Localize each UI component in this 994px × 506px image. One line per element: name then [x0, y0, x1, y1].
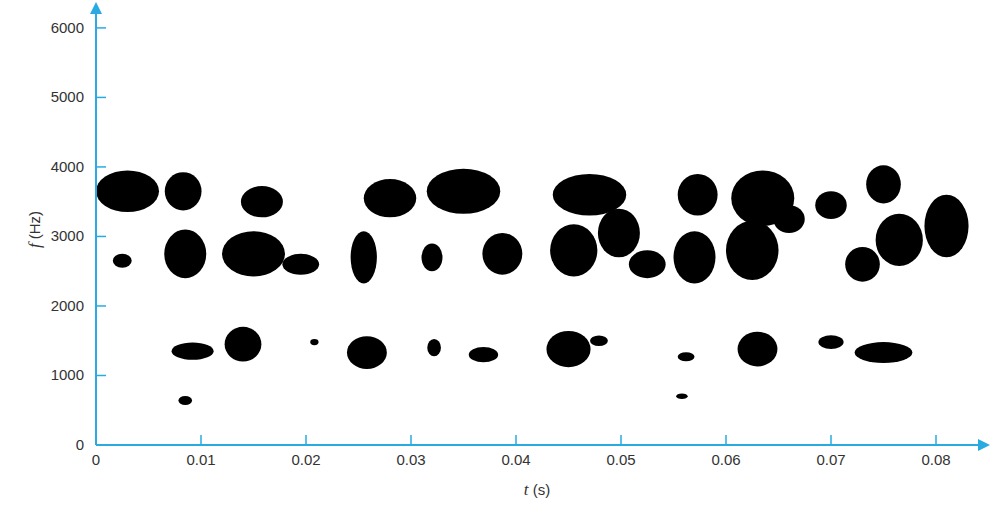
- x-tick: [935, 435, 937, 445]
- blob: [546, 331, 590, 367]
- blob: [598, 209, 640, 258]
- blob: [364, 179, 417, 217]
- blob: [310, 339, 318, 345]
- x-tick-label: 0.08: [921, 451, 950, 468]
- blob: [351, 231, 377, 283]
- x-tick: [620, 435, 622, 445]
- blob: [590, 336, 608, 346]
- y-axis: [95, 14, 97, 445]
- blob: [113, 254, 132, 268]
- x-tick-label: 0.04: [501, 451, 530, 468]
- y-tick: [96, 305, 106, 307]
- x-arrow: [978, 439, 990, 451]
- x-tick-label: 0.06: [711, 451, 740, 468]
- blob: [347, 336, 387, 369]
- x-tick: [305, 435, 307, 445]
- blob: [924, 195, 968, 258]
- blob: [172, 342, 214, 359]
- x-tick-label: 0.07: [816, 451, 845, 468]
- blob: [225, 327, 262, 362]
- blob: [678, 352, 695, 361]
- x-tick: [410, 435, 412, 445]
- blob: [773, 205, 805, 233]
- y-tick: [96, 27, 106, 29]
- blob: [726, 221, 779, 280]
- blob: [427, 169, 501, 214]
- x-tick-label: 0: [92, 451, 100, 468]
- blob: [164, 230, 206, 279]
- blob: [482, 233, 522, 275]
- blob: [815, 191, 847, 219]
- blob: [629, 250, 666, 278]
- y-tick-label: 1000: [51, 366, 84, 383]
- blob: [282, 254, 319, 275]
- blob: [222, 231, 285, 276]
- blob: [845, 247, 880, 282]
- blob: [818, 335, 843, 349]
- y-tick: [96, 375, 106, 377]
- blob: [674, 231, 716, 283]
- x-tick-label: 0.03: [396, 451, 425, 468]
- x-tick-label: 0.02: [291, 451, 320, 468]
- blob: [96, 170, 159, 212]
- chart: 0 0.01 0.02 0.03 0.04 0.05 0.06 0.07 0.08 0 1000 20…: [0, 0, 994, 506]
- blob: [469, 347, 498, 362]
- axis-unit: (Hz): [26, 211, 43, 244]
- x-axis: [96, 444, 978, 446]
- blob: [676, 394, 688, 400]
- blob: [738, 332, 778, 367]
- x-tick: [725, 435, 727, 445]
- blob: [165, 172, 202, 210]
- blob: [178, 396, 192, 405]
- x-tick-label: 0.05: [606, 451, 635, 468]
- axis-title: t (s): [524, 480, 550, 499]
- blob: [855, 342, 913, 363]
- y-tick-label: 6000: [51, 19, 84, 36]
- blob: [427, 339, 441, 356]
- y-tick: [96, 166, 106, 168]
- y-tick: [96, 97, 106, 99]
- blob: [422, 243, 443, 271]
- y-tick-label: 4000: [51, 158, 84, 175]
- x-tick: [515, 435, 517, 445]
- y-tick-label: 2000: [51, 297, 84, 314]
- blob: [678, 174, 718, 216]
- y-arrow: [90, 2, 102, 14]
- y-tick-label: 0: [76, 436, 84, 453]
- blob: [876, 214, 923, 266]
- x-tick: [830, 435, 832, 445]
- blob: [550, 224, 597, 276]
- axis-title: f (Hz): [25, 211, 44, 248]
- axis-unit: (s): [529, 481, 551, 498]
- blob: [866, 165, 901, 203]
- y-tick-label: 3000: [51, 227, 84, 244]
- x-tick-label: 0.01: [186, 451, 215, 468]
- y-tick: [96, 236, 106, 238]
- y-tick-label: 5000: [51, 88, 84, 105]
- blob: [241, 186, 283, 217]
- x-tick: [200, 435, 202, 445]
- blobs: [96, 165, 969, 405]
